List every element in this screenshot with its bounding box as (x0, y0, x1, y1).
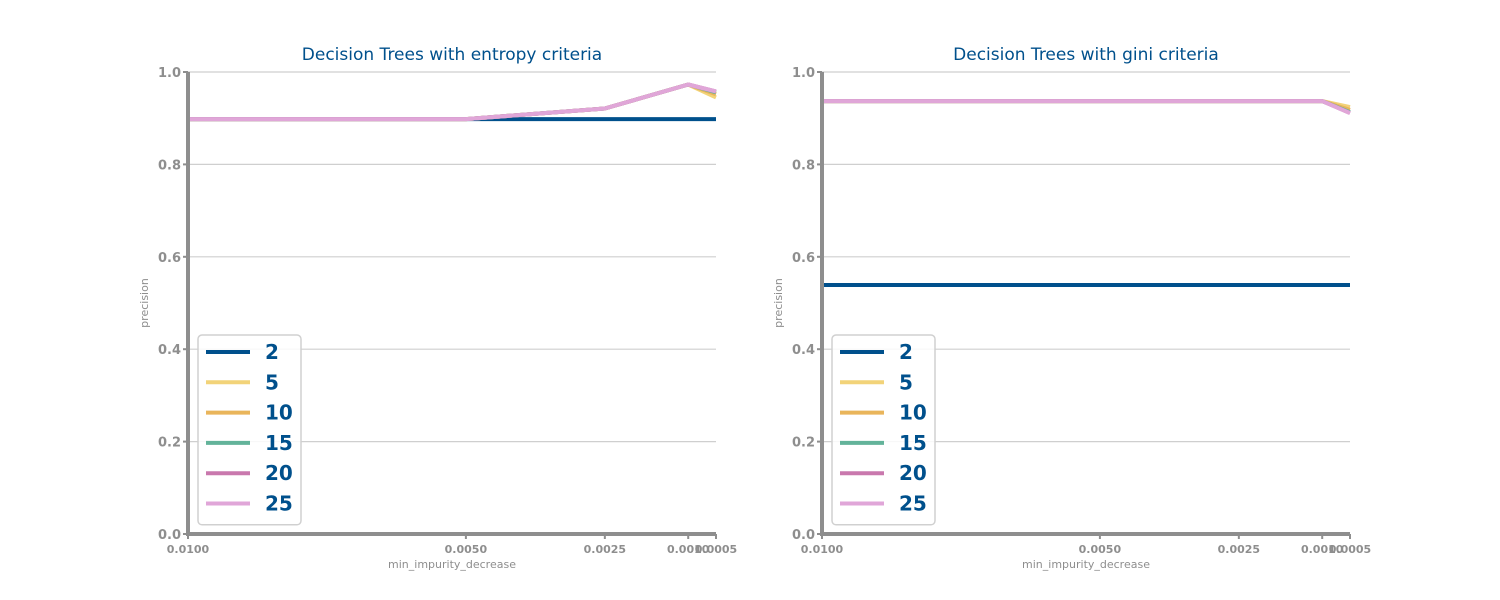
entropy-y-tick-label: 0.6 (158, 251, 181, 266)
entropy-x-tick-label: 0.0010 (667, 543, 710, 556)
entropy-chart-panel: 0.0 0.2 0.4 0.6 0.8 1.0 0.0100 0.0050 0.0025 0.00… (138, 45, 737, 571)
entropy-legend-label: 5 (265, 370, 279, 394)
gini-x-tick-label: 0.0050 (1079, 543, 1122, 556)
gini-y-tick-label: 0.8 (792, 158, 815, 173)
entropy-chart-title: Decision Trees with entropy criteria (302, 45, 602, 65)
entropy-y-tick-label: 0.4 (158, 343, 181, 358)
entropy-y-axis-label: precision (138, 278, 151, 328)
entropy-x-tick-label: 0.0100 (167, 543, 210, 556)
entropy-legend-label: 25 (265, 492, 293, 516)
gini-axes: 0.0 0.2 0.4 0.6 0.8 1.0 0.0100 0.0050 0.0025 0.00… (792, 66, 1371, 556)
gini-legend-label: 15 (899, 431, 927, 455)
gini-y-tick-label: 0.0 (792, 528, 815, 543)
gini-x-tick-label: 0.0100 (801, 543, 844, 556)
entropy-series-line-25 (188, 82, 717, 122)
gini-x-tick-label: 0.0025 (1218, 543, 1260, 556)
entropy-y-tick-label: 1.0 (158, 66, 181, 81)
entropy-y-tick-label: 0.2 (158, 436, 181, 451)
gini-legend-label: 2 (899, 340, 913, 364)
entropy-x-axis-label: min_impurity_decrease (388, 558, 516, 571)
gini-legend-label: 5 (899, 370, 913, 394)
gini-series-group (822, 99, 1351, 287)
gini-legend-label: 25 (899, 492, 927, 516)
gini-x-tick-label: 0.0005 (1329, 543, 1371, 556)
gini-chart-panel: 0.0 0.2 0.4 0.6 0.8 1.0 0.0100 0.0050 0.0025 0.00… (772, 45, 1371, 571)
gini-legend-label: 10 (899, 401, 927, 425)
entropy-x-tick-label: 0.0005 (695, 543, 737, 556)
entropy-x-tick-label: 0.0050 (445, 543, 488, 556)
entropy-axes: 0.0 0.2 0.4 0.6 0.8 1.0 0.0100 0.0050 0.0025 0.00… (158, 66, 737, 556)
entropy-x-tick-label: 0.0025 (584, 543, 626, 556)
gini-legend-label: 20 (899, 461, 927, 485)
entropy-y-tick-label: 0.8 (158, 158, 181, 173)
entropy-legend-label: 15 (265, 431, 293, 455)
entropy-y-tick-label: 0.0 (158, 528, 181, 543)
gini-y-tick-label: 1.0 (792, 66, 815, 81)
gini-series-line-25 (822, 99, 1351, 115)
gini-y-tick-label: 0.6 (792, 251, 815, 266)
entropy-legend-label: 20 (265, 461, 293, 485)
entropy-legend-label: 2 (265, 340, 279, 364)
gini-x-axis-label: min_impurity_decrease (1022, 558, 1150, 571)
gini-y-tick-label: 0.4 (792, 343, 815, 358)
gini-y-tick-label: 0.2 (792, 436, 815, 451)
gini-y-axis-label: precision (772, 278, 785, 328)
entropy-series-group (188, 82, 717, 122)
gini-x-tick-label: 0.0010 (1301, 543, 1344, 556)
entropy-legend-label: 10 (265, 401, 293, 425)
gini-chart-title: Decision Trees with gini criteria (953, 45, 1219, 65)
